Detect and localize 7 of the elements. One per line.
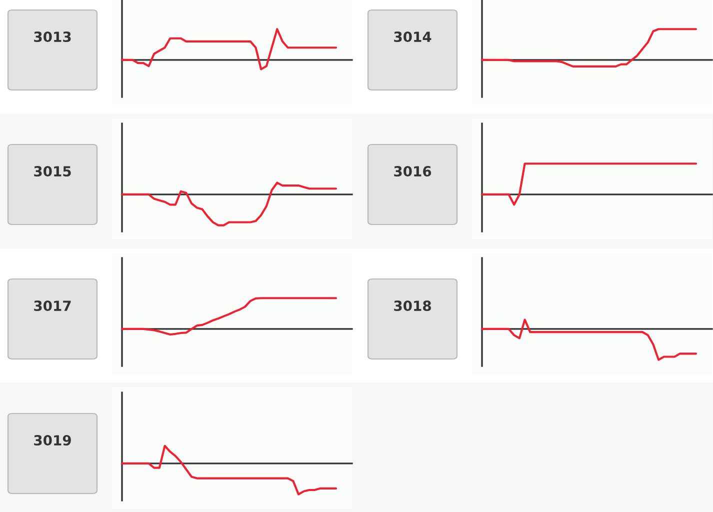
chart-title: 3018 (394, 300, 431, 312)
chart-title: 3015 (34, 166, 71, 177)
chart-title: 3016 (394, 166, 432, 177)
chart-title: 3019 (34, 435, 71, 446)
chart-title: 3017 (34, 300, 71, 312)
chart-title: 3014 (394, 32, 432, 42)
chart-title: 3013 (34, 32, 71, 42)
